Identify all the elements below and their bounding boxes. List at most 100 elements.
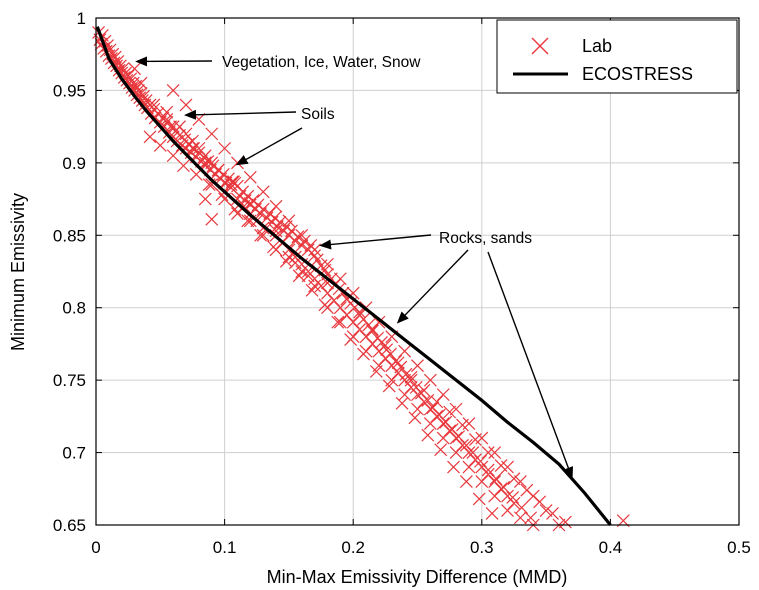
lab-point	[423, 417, 437, 431]
legend: Lab ECOSTRESS	[496, 19, 738, 94]
x-tick-label: 0.3	[470, 538, 494, 557]
annotation-arrow	[235, 127, 303, 166]
lab-point	[436, 431, 450, 445]
lab-point	[166, 120, 180, 134]
lab-point	[321, 276, 334, 290]
lab-point	[489, 472, 503, 486]
lab-point	[466, 446, 480, 459]
y-tick-label: 0.65	[53, 516, 86, 535]
x-tick-label: 0	[91, 538, 100, 557]
lab-point	[513, 511, 527, 525]
x-tick-label: 0.2	[341, 538, 365, 557]
lab-point	[166, 149, 180, 163]
lab-point	[218, 141, 232, 155]
lab-point	[147, 98, 161, 112]
lab-point	[198, 156, 212, 170]
lab-point	[408, 411, 422, 425]
x-tick-label: 0.1	[213, 538, 237, 557]
lab-point	[449, 402, 463, 416]
lab-point	[398, 344, 412, 358]
lab-point	[254, 207, 268, 220]
lab-point	[366, 323, 379, 336]
lab-point	[135, 94, 149, 107]
legend-box	[496, 19, 738, 94]
lab-point	[462, 460, 476, 474]
lab-point	[333, 272, 347, 286]
lab-point	[254, 228, 268, 242]
annotation-arrow	[396, 249, 469, 324]
y-tick-label: 1	[77, 9, 86, 28]
legend-ecostress-label: ECOSTRESS	[582, 64, 693, 84]
lab-point	[291, 230, 305, 244]
lab-point	[357, 347, 370, 361]
lab-point	[391, 356, 405, 370]
lab-point	[507, 472, 521, 486]
lab-point	[243, 170, 257, 184]
lab-point	[205, 127, 219, 141]
lab-point	[282, 214, 296, 228]
annotations: Vegetation, Ice, Water, Snow Soils Rocks…	[135, 54, 574, 480]
lab-point	[481, 446, 495, 459]
y-tick-label: 0.95	[53, 81, 86, 100]
lab-point	[256, 202, 270, 216]
lab-point	[456, 418, 469, 432]
lab-point	[308, 249, 322, 262]
lab-point	[449, 446, 463, 459]
lab-point	[198, 192, 212, 206]
lab-point	[301, 269, 315, 283]
lab-point	[267, 240, 280, 254]
lab-point	[398, 388, 412, 402]
ecostress-series	[95, 26, 612, 527]
lab-point	[344, 333, 358, 347]
lab-point	[321, 257, 334, 271]
lab-point	[305, 283, 319, 297]
lab-point	[506, 491, 520, 504]
lab-point	[404, 370, 418, 384]
lab-point	[430, 395, 444, 409]
lab-point	[452, 430, 466, 444]
ecostress-line	[95, 26, 612, 527]
annotation-rocks-sands: Rocks, sands	[439, 230, 532, 247]
lab-point	[423, 373, 437, 387]
lab-point	[173, 120, 187, 134]
lab-point	[539, 504, 553, 517]
lab-point	[533, 495, 547, 509]
lab-point	[153, 139, 167, 152]
lab-point	[447, 460, 460, 474]
y-tick-label: 0.85	[53, 226, 86, 245]
lab-point	[211, 163, 225, 177]
lab-point	[481, 463, 495, 477]
lab-series	[92, 26, 630, 532]
lab-point	[177, 159, 190, 173]
annotation-arrow	[184, 109, 297, 120]
x-tick-label: 0.5	[727, 538, 751, 557]
lab-point	[475, 475, 489, 488]
lab-point	[395, 396, 409, 410]
x-axis-label: Min-Max Emissivity Difference (MMD)	[267, 567, 568, 587]
lab-point	[411, 359, 424, 373]
lab-point	[501, 504, 514, 517]
lab-point	[205, 212, 219, 226]
annotation-arrow	[319, 234, 432, 250]
y-axis-label: Minimum Emissivity	[8, 193, 28, 351]
lab-point	[443, 405, 457, 419]
axis-ticks: 0 0.1 0.2 0.3 0.4 0.5 0.65 0.7 0.75 0.8 0.85 0.9 0.9…	[53, 9, 751, 557]
lab-point	[488, 489, 502, 503]
lab-point	[123, 76, 136, 90]
lab-point	[520, 483, 534, 497]
lab-point	[382, 379, 396, 393]
lab-point	[513, 475, 527, 488]
lab-point	[515, 501, 529, 515]
legend-lab-label: Lab	[582, 36, 612, 56]
lab-point	[494, 459, 508, 473]
lab-point	[488, 446, 502, 459]
annotation-arrow	[487, 251, 574, 480]
lab-point	[369, 365, 383, 378]
lab-point	[225, 175, 239, 189]
plot-frame	[95, 17, 740, 526]
lab-point	[333, 315, 347, 329]
lab-point	[256, 185, 270, 199]
x-tick-label: 0.4	[599, 538, 623, 557]
lab-point	[231, 207, 244, 220]
